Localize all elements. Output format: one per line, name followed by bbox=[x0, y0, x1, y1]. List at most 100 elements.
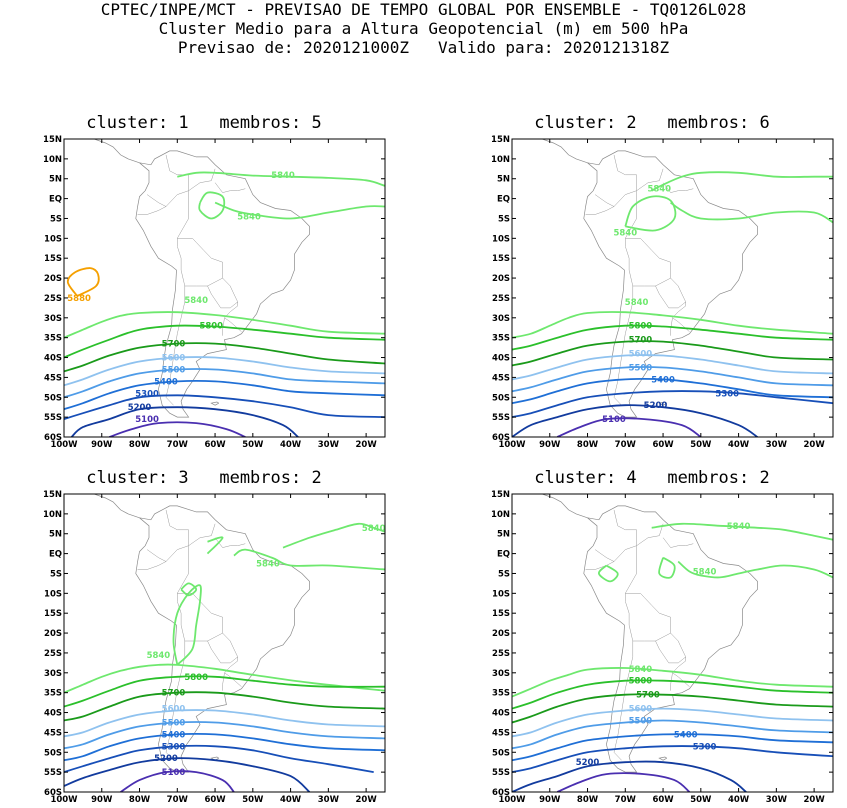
contour-5100 bbox=[109, 421, 246, 437]
lon-tick-label: 60W bbox=[652, 795, 674, 805]
cluster-3-panel: cluster: 3 membros: 2 5840 5840 5840 5800 57… bbox=[34, 468, 394, 808]
contour-5840 bbox=[206, 536, 224, 555]
lon-tick-label: 70W bbox=[167, 440, 189, 450]
contour-5400 bbox=[512, 733, 833, 762]
contour-5840 bbox=[651, 171, 833, 192]
map-frame bbox=[63, 138, 386, 438]
map-frame bbox=[511, 493, 834, 793]
lat-tick-label: 15N bbox=[43, 490, 62, 500]
contour-5840 bbox=[64, 311, 385, 339]
contour-label-5700: 5700 bbox=[162, 689, 186, 699]
contour-5840 bbox=[64, 663, 385, 694]
lat-tick-label: 45S bbox=[492, 373, 510, 383]
contour-label-5840: 5840 bbox=[256, 560, 280, 570]
contour-label-5840: 5840 bbox=[625, 298, 649, 308]
lon-tick-label: 30W bbox=[766, 440, 788, 450]
contour-label-5500: 5500 bbox=[162, 365, 186, 375]
contour-label-5600: 5600 bbox=[629, 705, 653, 715]
lon-tick-label: 90W bbox=[91, 440, 113, 450]
contour-5840 bbox=[512, 311, 833, 339]
lat-tick-label: 15N bbox=[43, 135, 62, 145]
contour-5500 bbox=[512, 719, 833, 750]
contour-label-5400: 5400 bbox=[162, 730, 186, 740]
country-border bbox=[177, 593, 223, 642]
lat-tick-label: 60S bbox=[492, 433, 510, 443]
contour-5300 bbox=[512, 745, 833, 773]
country-border bbox=[672, 656, 690, 687]
lat-tick-label: 15S bbox=[44, 609, 62, 619]
lat-tick-label: 5N bbox=[497, 530, 510, 540]
country-border bbox=[625, 238, 671, 287]
central-america-coastline bbox=[93, 139, 140, 164]
country-border bbox=[613, 545, 637, 761]
caribbean-coastline bbox=[569, 107, 607, 120]
contour-5700 bbox=[512, 340, 833, 367]
lat-tick-label: 40S bbox=[492, 354, 510, 364]
lat-tick-label: 30S bbox=[492, 669, 510, 679]
contour-label-5500: 5500 bbox=[629, 363, 653, 373]
contour-label-5400: 5400 bbox=[674, 730, 698, 740]
contour-5840 bbox=[214, 201, 385, 220]
falklands-coastline bbox=[210, 401, 219, 406]
panel-title: cluster: 1 membros: 5 bbox=[86, 113, 322, 133]
lon-tick-label: 30W bbox=[318, 795, 340, 805]
lat-tick-label: 40S bbox=[44, 709, 62, 719]
contour-label-5840: 5840 bbox=[271, 171, 295, 181]
contour-5840 bbox=[670, 201, 833, 224]
country-border bbox=[655, 277, 687, 309]
contour-label-5300: 5300 bbox=[135, 389, 159, 399]
contour-5800 bbox=[512, 679, 833, 710]
south-america-coastline bbox=[135, 150, 310, 418]
lon-tick-label: 80W bbox=[129, 440, 151, 450]
panel-title: cluster: 4 membros: 2 bbox=[534, 468, 770, 488]
lat-tick-label: 45S bbox=[44, 373, 62, 383]
lon-tick-label: 80W bbox=[577, 795, 599, 805]
country-border bbox=[188, 168, 216, 191]
contour-5300 bbox=[64, 744, 374, 773]
lat-tick-label: 20S bbox=[492, 274, 510, 284]
contour-5200 bbox=[70, 406, 299, 437]
lat-tick-label: 10N bbox=[43, 155, 62, 165]
contour-5400 bbox=[64, 732, 385, 762]
lat-tick-label: 40S bbox=[44, 354, 62, 364]
lat-tick-label: 60S bbox=[492, 788, 510, 798]
country-border bbox=[613, 190, 637, 406]
caribbean-coastline bbox=[121, 107, 159, 120]
panel-title: cluster: 2 membros: 6 bbox=[534, 113, 770, 133]
country-border bbox=[137, 561, 167, 570]
contour-5840 bbox=[651, 522, 833, 541]
lat-tick-label: 20S bbox=[44, 274, 62, 284]
lat-tick-label: 50S bbox=[44, 748, 62, 758]
lat-tick-label: 35S bbox=[492, 689, 510, 699]
lon-tick-label: 20W bbox=[356, 440, 378, 450]
country-border bbox=[655, 632, 687, 664]
lat-tick-label: 30S bbox=[44, 314, 62, 324]
south-america-coastline bbox=[583, 505, 758, 773]
lon-tick-label: 30W bbox=[766, 795, 788, 805]
lat-tick-label: 10N bbox=[491, 510, 510, 520]
contour-label-5840: 5840 bbox=[147, 651, 171, 661]
country-border bbox=[585, 206, 615, 215]
lat-tick-label: 50S bbox=[44, 393, 62, 403]
map-plot-area: 5840 5840 5840 5800 5700 5600 5500 5400 5300 5200… bbox=[64, 494, 386, 792]
contour-label-5100: 5100 bbox=[602, 415, 626, 425]
contour-label-5840: 5840 bbox=[362, 524, 386, 534]
lat-tick-label: 10S bbox=[44, 234, 62, 244]
country-border bbox=[594, 509, 637, 562]
lon-tick-label: 80W bbox=[577, 440, 599, 450]
lon-tick-label: 20W bbox=[804, 440, 826, 450]
country-border bbox=[662, 537, 694, 548]
lat-tick-label: 15N bbox=[491, 135, 510, 145]
contour-5840 bbox=[624, 195, 677, 232]
lat-tick-label: 60S bbox=[44, 433, 62, 443]
contour-label-5200: 5200 bbox=[644, 401, 668, 411]
contour-5700 bbox=[512, 693, 833, 724]
lon-tick-label: 70W bbox=[615, 795, 637, 805]
lon-tick-label: 100W bbox=[498, 795, 526, 805]
contour-5300 bbox=[512, 390, 833, 418]
lat-tick-label: 45S bbox=[492, 728, 510, 738]
lon-tick-label: 30W bbox=[318, 440, 340, 450]
